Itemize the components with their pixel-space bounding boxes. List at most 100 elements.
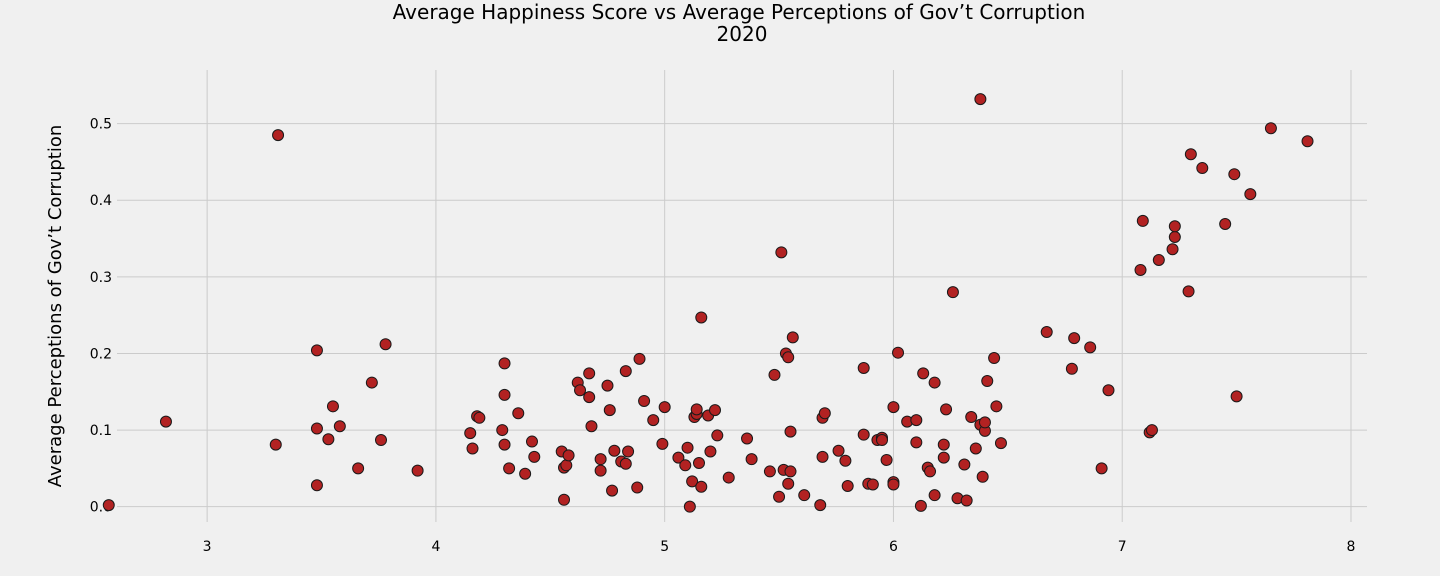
data-point — [658, 401, 671, 414]
data-point — [782, 351, 795, 364]
data-point — [631, 481, 644, 494]
data-point — [310, 344, 323, 357]
data-point — [519, 467, 532, 480]
data-point — [910, 436, 923, 449]
data-point — [102, 499, 115, 512]
y-tick-label: 0.5 — [90, 117, 112, 133]
data-point — [1145, 424, 1158, 437]
data-point — [672, 451, 685, 464]
y-tick-label: 0.4 — [90, 193, 112, 209]
y-tick-label: 0.1 — [90, 423, 112, 439]
data-point — [782, 477, 795, 490]
data-point — [917, 367, 930, 380]
data-point — [1068, 332, 1081, 345]
data-point — [784, 465, 797, 478]
data-point — [310, 422, 323, 435]
tick-labels: 3 4 5 6 7 80.00.10.20.30.40.5 — [90, 117, 1356, 555]
data-point — [269, 438, 282, 451]
data-point — [525, 435, 538, 448]
data-point — [969, 442, 982, 455]
y-tick-label: 0.3 — [90, 270, 112, 286]
chart-subtitle: 2020 — [717, 22, 768, 46]
data-point — [1244, 188, 1257, 201]
data-point — [1264, 122, 1277, 135]
data-point — [1136, 214, 1149, 227]
x-tick-label: 7 — [1118, 539, 1127, 555]
x-tick-label: 4 — [431, 539, 440, 555]
data-point — [1095, 462, 1108, 475]
data-point — [866, 478, 879, 491]
data-point — [937, 438, 950, 451]
data-point — [558, 493, 571, 506]
data-point — [978, 416, 991, 429]
data-point — [560, 459, 573, 472]
data-point — [841, 479, 854, 492]
data-point — [1084, 341, 1097, 354]
y-axis-label: Average Perceptions of Gov’t Corruption — [45, 125, 66, 487]
grid — [117, 70, 1367, 522]
data-point — [1152, 253, 1165, 266]
data-point — [498, 438, 511, 451]
data-point — [784, 425, 797, 438]
data-point — [763, 465, 776, 478]
data-point — [857, 362, 870, 375]
data-point — [768, 368, 781, 381]
y-tick-label: 0.2 — [90, 346, 112, 362]
data-point — [940, 403, 953, 416]
chart-title: Average Happiness Score vs Average Perce… — [393, 0, 1086, 24]
data-point — [365, 376, 378, 389]
data-point — [832, 444, 845, 457]
data-point — [656, 437, 669, 450]
data-point — [695, 480, 708, 493]
data-point — [965, 411, 978, 424]
data-point — [814, 499, 827, 512]
data-point — [322, 433, 335, 446]
data-point — [994, 437, 1007, 450]
data-point — [1168, 220, 1181, 233]
data-point — [839, 454, 852, 467]
data-point — [594, 453, 607, 466]
data-point — [679, 459, 692, 472]
data-point — [326, 400, 339, 413]
data-point — [379, 338, 392, 351]
data-point — [496, 424, 509, 437]
data-point — [574, 384, 587, 397]
data-point — [1102, 384, 1115, 397]
data-point — [1134, 263, 1147, 276]
data-point — [411, 464, 424, 477]
data-point — [990, 400, 1003, 413]
data-point — [976, 470, 989, 483]
data-point — [928, 489, 941, 502]
data-point — [1182, 285, 1195, 298]
data-point — [686, 475, 699, 488]
data-point — [606, 484, 619, 497]
data-point — [498, 388, 511, 401]
data-point — [722, 471, 735, 484]
data-point — [709, 404, 722, 417]
data-point — [1219, 217, 1232, 230]
data-point — [958, 458, 971, 471]
data-point — [375, 434, 388, 447]
data-point — [603, 404, 616, 417]
data-point — [887, 401, 900, 414]
data-point — [1168, 231, 1181, 244]
data-point — [775, 246, 788, 259]
data-point — [695, 311, 708, 324]
data-point — [683, 500, 696, 513]
data-point — [786, 331, 799, 344]
data-point — [528, 450, 541, 463]
data-point — [816, 450, 829, 463]
data-point — [512, 407, 525, 420]
data-point — [988, 352, 1001, 365]
data-point — [880, 453, 893, 466]
data-point — [741, 432, 754, 445]
data-point — [892, 346, 905, 359]
data-point — [583, 391, 596, 404]
x-tick-label: 6 — [889, 539, 898, 555]
data-point — [1228, 168, 1241, 181]
data-point — [633, 352, 646, 365]
data-point — [1040, 326, 1053, 339]
data-point — [622, 445, 635, 458]
data-point — [773, 490, 786, 503]
